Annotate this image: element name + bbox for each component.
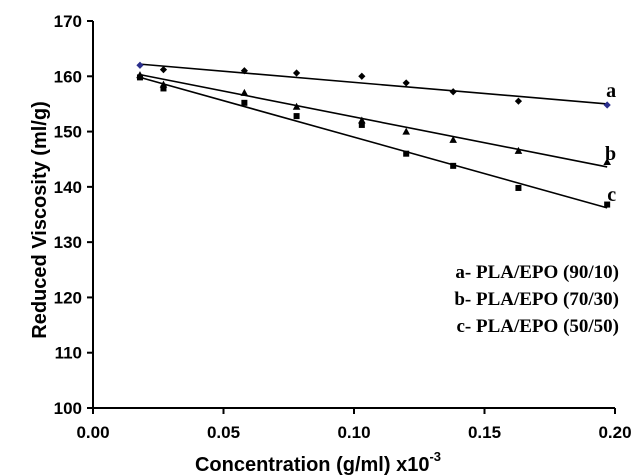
- point-c: [450, 162, 457, 169]
- point-b: [240, 88, 249, 96]
- point-c: [358, 121, 365, 128]
- point-c: [136, 74, 143, 81]
- point-b: [603, 157, 611, 165]
- x-axis-title: Concentration (g/ml) x10-3: [195, 449, 441, 476]
- point-a: [514, 97, 523, 105]
- y-tick-label: 130: [54, 233, 82, 252]
- point-b: [514, 146, 523, 154]
- line-label-c: c: [607, 184, 616, 206]
- point-a: [402, 79, 410, 87]
- y-tick-label: 140: [54, 178, 82, 197]
- point-a: [603, 101, 611, 109]
- point-c: [241, 99, 248, 106]
- line-labels: a bc: [605, 80, 616, 206]
- point-a: [240, 67, 248, 75]
- x-tick-label: 0.05: [207, 423, 240, 442]
- y-tick-label: 170: [54, 12, 82, 31]
- point-b: [292, 102, 301, 110]
- data-points: [136, 61, 611, 208]
- y-tick-label: 110: [55, 344, 82, 363]
- fit-lines: [139, 63, 608, 209]
- point-c: [515, 184, 522, 191]
- point-c: [160, 85, 167, 92]
- point-c: [403, 150, 410, 157]
- legend-entry-c: c- PLA/EPO (50/50): [456, 316, 619, 337]
- fit-line-a: [139, 63, 608, 105]
- point-b: [449, 135, 457, 143]
- axes: [92, 21, 615, 409]
- legend-entry-b: b- PLA/EPO (70/30): [454, 289, 619, 310]
- x-axis-title-exponent: -3: [429, 449, 441, 464]
- x-tick-label: 0.20: [598, 423, 631, 442]
- x-tick-label: 0.10: [337, 423, 370, 442]
- point-b: [402, 127, 410, 135]
- x-tick-label: 0.00: [76, 423, 109, 442]
- line-label-a: a: [606, 80, 616, 102]
- x-tick-label: 0.15: [468, 423, 501, 442]
- point-a: [136, 61, 144, 69]
- y-axis-title: Reduced Viscosity (ml/g): [29, 101, 51, 338]
- point-a: [358, 72, 366, 80]
- x-axis-title-text: Concentration (g/ml) x10: [195, 454, 429, 476]
- point-a: [292, 69, 301, 77]
- point-c: [604, 201, 611, 208]
- fit-line-b: [139, 73, 608, 168]
- point-a: [449, 88, 457, 96]
- legend-entry-a: a- PLA/EPO (90/10): [455, 262, 619, 283]
- legend: a- PLA/EPO (90/10) b- PLA/EPO (70/30) c-…: [454, 262, 619, 337]
- line-label-b: b: [605, 143, 616, 165]
- y-tick-label: 120: [54, 288, 82, 307]
- fit-line-c: [139, 76, 608, 209]
- y-tick-label: 100: [54, 399, 82, 418]
- point-b: [358, 116, 366, 124]
- y-tick-label: 150: [54, 123, 82, 142]
- point-a: [159, 66, 168, 74]
- y-tick-label: 160: [54, 67, 82, 86]
- ticks: 100 110 120 130 140 150 160 170 0.00 0.05 0.10 0.15…: [54, 12, 632, 442]
- point-c: [293, 113, 300, 120]
